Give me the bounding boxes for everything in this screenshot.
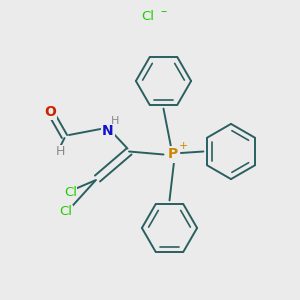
Text: O: O bbox=[44, 106, 56, 119]
Text: Cl: Cl bbox=[141, 10, 154, 23]
Text: Cl: Cl bbox=[59, 205, 73, 218]
Text: H: H bbox=[55, 145, 65, 158]
Text: +: + bbox=[179, 141, 189, 151]
Text: N: N bbox=[102, 124, 114, 137]
Text: H: H bbox=[111, 116, 120, 126]
Text: Cl: Cl bbox=[64, 185, 77, 199]
Text: P: P bbox=[167, 148, 178, 161]
Text: –: – bbox=[160, 4, 167, 18]
